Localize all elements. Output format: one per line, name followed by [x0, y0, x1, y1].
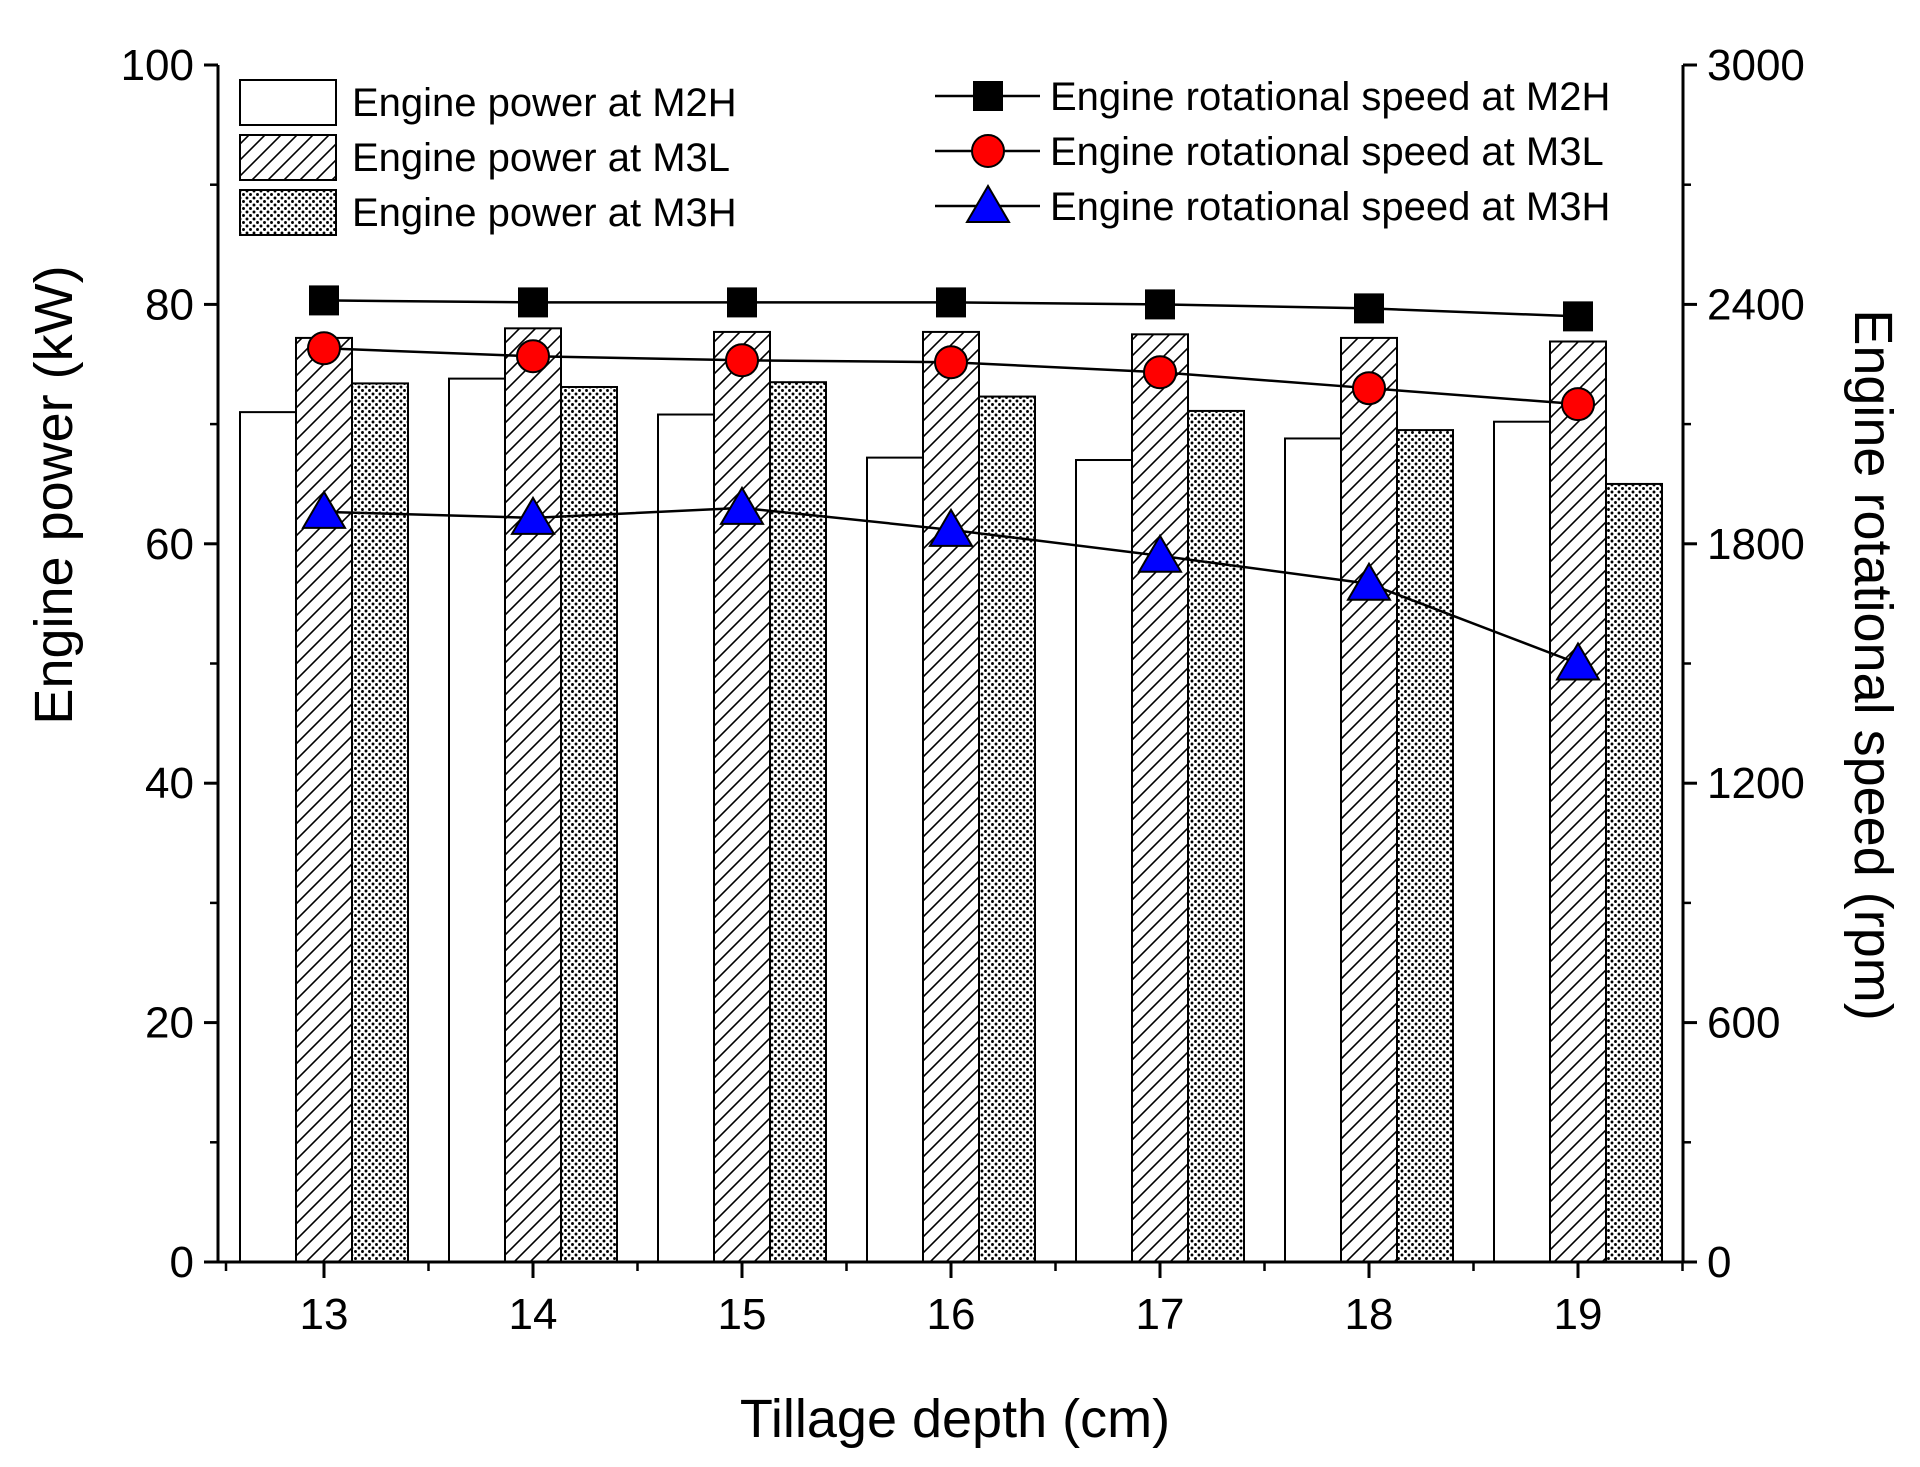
- point-square-14: [518, 287, 548, 318]
- y-axis-right-title: Engine rotational speed (rpm): [1843, 309, 1903, 1020]
- point-triangle-16: [928, 507, 974, 547]
- x-axis-title: Tillage depth (cm): [740, 1389, 1170, 1449]
- point-circle-14: [516, 339, 550, 374]
- bar-none-13: [239, 411, 297, 1263]
- y-tick-label-right-2400: 2400: [1707, 280, 1805, 329]
- point-triangle-13: [301, 489, 347, 529]
- bar-hatch-15: [713, 330, 771, 1263]
- y-tick-label-right-0: 0: [1707, 1238, 1731, 1287]
- y-tick-label-right-3000: 3000: [1707, 41, 1805, 90]
- axes-layer: 0 20 40 60 80 100 0 600 1200 1800 2400 3000 13 14 15 16…: [121, 41, 1805, 1339]
- point-circle-18: [1352, 371, 1386, 406]
- point-circle-16: [934, 345, 968, 380]
- y-tick-label-left-100: 100: [121, 41, 194, 90]
- legend-label-hatch: Engine power at M3L: [352, 136, 730, 180]
- bar-dots-13: [351, 382, 409, 1264]
- legend-bars: Engine power at M2H Engine power at M3L En…: [239, 79, 737, 236]
- legend-marker-circle: [971, 134, 1005, 168]
- bar-dots-15: [769, 381, 827, 1263]
- point-square-18: [1354, 293, 1384, 324]
- legend-label-none: Engine power at M2H: [352, 81, 737, 125]
- y-tick-label-right-1200: 1200: [1707, 759, 1805, 808]
- point-triangle-15: [719, 485, 765, 525]
- bar-none-16: [866, 456, 924, 1263]
- y-tick-label-left-60: 60: [145, 520, 194, 569]
- bar-none-15: [657, 413, 715, 1263]
- legend-lines: Engine rotational speed at M2H Engine rot…: [935, 75, 1610, 229]
- point-square-16: [936, 287, 966, 318]
- bar-hatch-16: [922, 330, 980, 1263]
- bar-hatch-19: [1549, 340, 1607, 1263]
- legend-marker-triangle: [965, 184, 1011, 223]
- y-tick-label-left-0: 0: [170, 1238, 194, 1287]
- x-tick-label-19: 19: [1554, 1290, 1603, 1339]
- x-tick-label-17: 17: [1136, 1290, 1185, 1339]
- bar-none-17: [1075, 459, 1133, 1263]
- y-tick-label-right-1800: 1800: [1707, 520, 1805, 569]
- legend-label-triangle: Engine rotational speed at M3H: [1050, 185, 1610, 229]
- lines-layer: [301, 285, 1601, 681]
- y-tick-label-right-600: 600: [1707, 999, 1780, 1048]
- x-tick-label-15: 15: [718, 1290, 767, 1339]
- point-circle-17: [1143, 355, 1177, 390]
- point-square-19: [1563, 301, 1593, 332]
- point-triangle-18: [1346, 561, 1392, 601]
- bar-none-18: [1284, 437, 1342, 1263]
- point-circle-13: [307, 331, 341, 366]
- bar-dots-18: [1396, 429, 1454, 1263]
- bar-hatch-17: [1131, 333, 1189, 1263]
- bar-none-14: [448, 377, 506, 1263]
- legend-swatch-dots: [239, 189, 337, 236]
- y-tick-label-left-20: 20: [145, 999, 194, 1048]
- point-square-17: [1145, 289, 1175, 320]
- y-axis-title: Engine power (kW): [24, 265, 84, 724]
- legend-label-circle: Engine rotational speed at M3L: [1050, 130, 1604, 174]
- bar-dots-16: [978, 395, 1036, 1264]
- bar-dots-19: [1605, 482, 1663, 1263]
- point-circle-19: [1561, 387, 1595, 422]
- point-triangle-14: [510, 495, 556, 535]
- bar-dots-17: [1187, 409, 1245, 1264]
- bar-hatch-13: [295, 336, 353, 1263]
- point-square-15: [727, 287, 757, 318]
- bar-dots-14: [560, 385, 618, 1264]
- y-tick-label-left-40: 40: [145, 759, 194, 808]
- x-tick-label-14: 14: [509, 1290, 558, 1339]
- legend-label-dots: Engine power at M3H: [352, 191, 737, 235]
- bars-layer: [239, 327, 1663, 1264]
- y-tick-label-left-80: 80: [145, 280, 194, 329]
- x-tick-label-18: 18: [1345, 1290, 1394, 1339]
- bar-hatch-14: [504, 327, 562, 1263]
- legend-swatch-none: [239, 79, 337, 126]
- x-tick-label-16: 16: [927, 1290, 976, 1339]
- point-circle-15: [725, 343, 759, 378]
- legend-swatch-hatch: [239, 134, 337, 181]
- legend-marker-square: [973, 81, 1003, 111]
- point-triangle-19: [1555, 641, 1601, 681]
- bar-hatch-18: [1340, 336, 1398, 1263]
- point-square-13: [309, 285, 339, 316]
- legend-label-square: Engine rotational speed at M2H: [1050, 75, 1610, 119]
- bar-none-19: [1493, 420, 1551, 1263]
- x-tick-label-13: 13: [300, 1290, 349, 1339]
- point-triangle-17: [1137, 533, 1183, 573]
